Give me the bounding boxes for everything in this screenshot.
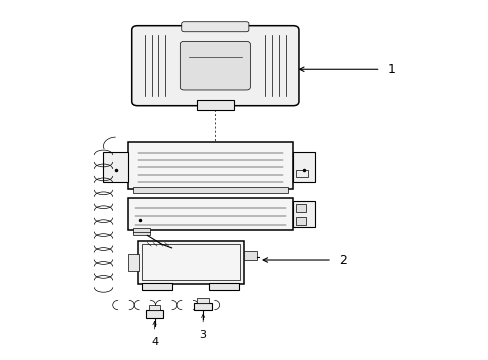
Bar <box>197 298 208 302</box>
Bar <box>127 143 292 189</box>
Bar <box>103 152 127 182</box>
Bar <box>196 100 234 111</box>
Bar <box>194 302 211 310</box>
Bar <box>142 283 172 290</box>
Bar <box>127 253 138 271</box>
Bar <box>292 201 314 227</box>
FancyBboxPatch shape <box>131 26 298 106</box>
Bar <box>292 152 314 182</box>
FancyBboxPatch shape <box>182 22 248 32</box>
Bar <box>148 305 160 310</box>
Bar <box>209 283 239 290</box>
Bar <box>244 251 256 260</box>
Bar <box>295 170 307 177</box>
Text: 2: 2 <box>339 253 346 266</box>
Bar <box>132 228 149 235</box>
Bar <box>137 241 244 284</box>
Text: 3: 3 <box>199 330 206 340</box>
Bar <box>127 198 292 230</box>
Bar <box>142 244 239 280</box>
Bar <box>295 204 305 212</box>
FancyBboxPatch shape <box>180 41 250 90</box>
Text: 1: 1 <box>387 63 395 76</box>
Bar <box>145 310 163 318</box>
Bar <box>132 187 287 193</box>
Bar <box>295 217 305 225</box>
Text: 4: 4 <box>151 337 158 347</box>
